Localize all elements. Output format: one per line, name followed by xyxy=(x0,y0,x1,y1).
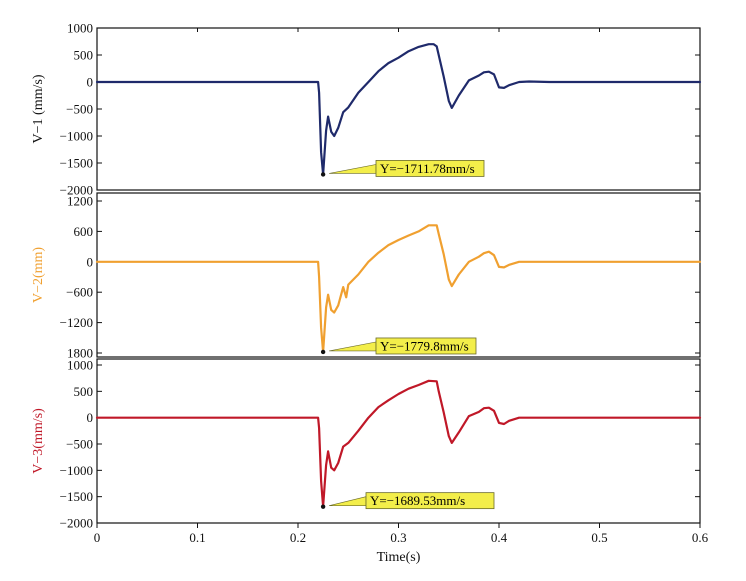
y-axis-label: V−1 (mm/s) xyxy=(31,74,46,143)
series-line xyxy=(95,379,702,508)
y-tick-label: −2000 xyxy=(60,183,93,198)
series-line xyxy=(95,224,702,354)
y-axis-label: V−3(mm/s) xyxy=(31,408,46,474)
y-axis-label: V−2(mm) xyxy=(31,247,46,303)
x-tick-label: 0.3 xyxy=(390,530,406,545)
annotation-box xyxy=(365,492,495,510)
y-tick-label: 1200 xyxy=(67,194,93,209)
y-tick-label: −500 xyxy=(66,102,93,117)
y-tick-label: −600 xyxy=(66,285,93,300)
y-tick-label: −1000 xyxy=(60,463,93,478)
annotation-box xyxy=(375,160,485,177)
x-tick-label: 0 xyxy=(94,530,101,545)
y-tick-label: 0 xyxy=(87,75,94,90)
panel-frame xyxy=(96,192,701,358)
y-tick-label: 500 xyxy=(74,48,94,63)
x-tick-label: 0.1 xyxy=(189,530,205,545)
y-tick-label: 1000 xyxy=(67,21,93,36)
y-tick-label: 0 xyxy=(87,254,94,269)
y-tick-label: −2000 xyxy=(60,516,93,531)
annotation-box xyxy=(375,337,477,355)
min-point-marker xyxy=(320,349,326,355)
min-point-marker xyxy=(320,504,326,509)
min-value-annotation: Y=−1689.53mm/s xyxy=(370,493,465,508)
min-point-marker xyxy=(320,172,326,177)
x-tick-label: 0.2 xyxy=(290,530,306,545)
panel-1: 1000 500 0 −500 −1000 −1500 −2000 V−1 (mm/s) Y=−… xyxy=(31,21,702,198)
y-tick-label: 0 xyxy=(87,410,94,425)
min-value-annotation: Y=−1779.8mm/s xyxy=(380,338,469,353)
x-tick-label: 0.4 xyxy=(491,530,508,545)
min-value-annotation: Y=−1711.78mm/s xyxy=(380,161,475,176)
y-tick-label: −1500 xyxy=(60,156,93,171)
y-tick-label: −1000 xyxy=(60,129,93,144)
y-tick-label: 1000 xyxy=(67,358,93,373)
panel-2: 1200 600 0 −600 −1200 1800 V−2(mm) Y=−1779.8mm/… xyxy=(31,192,702,361)
y-tick-label: 500 xyxy=(74,384,94,399)
y-tick-label: 600 xyxy=(74,224,94,239)
annotation-pointer xyxy=(329,341,377,352)
y-tick-label: −1200 xyxy=(60,315,93,330)
x-tick-label: 0.5 xyxy=(591,530,607,545)
annotation-pointer xyxy=(329,496,367,506)
x-tick-label: 0.6 xyxy=(692,530,709,545)
panel-3: 1000 500 0 −500 −1000 −1500 −2000 V−3(mm/s) Y=−1… xyxy=(31,358,702,531)
annotation-pointer xyxy=(329,164,377,174)
y-tick-label: −500 xyxy=(66,437,93,452)
series-line xyxy=(95,43,702,176)
y-tick-label: 1800 xyxy=(67,346,93,361)
x-axis-label: Time(s) xyxy=(377,550,421,565)
y-tick-label: −1500 xyxy=(60,489,93,504)
